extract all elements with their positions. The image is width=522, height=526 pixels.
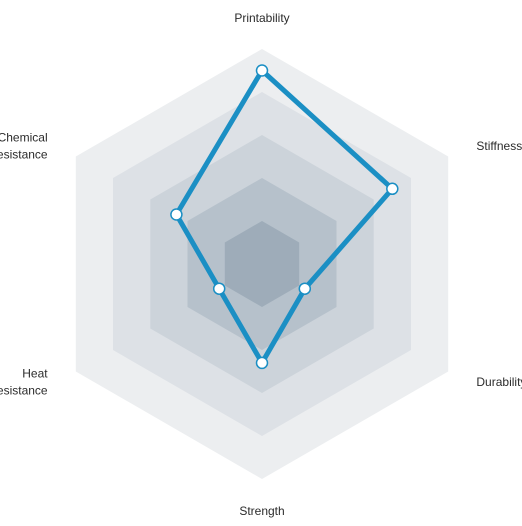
axis-label-chemical-resistance: Chemical resistance [0, 131, 48, 162]
axis-label-printability: Printability [234, 11, 289, 25]
data-point-durability [298, 282, 312, 295]
data-point-strength [255, 356, 269, 370]
axis-label-strength: Strength [239, 504, 284, 518]
axis-label-line: Resistance [0, 384, 48, 398]
axis-label-line: resistance [0, 148, 48, 162]
data-point-heat-resistance [212, 282, 226, 295]
level-bands [75, 49, 449, 479]
data-point-chemical-resistance [170, 208, 183, 221]
series-group [170, 64, 399, 370]
axis-label-line: Durability [476, 375, 522, 389]
data-point-stiffness [386, 182, 399, 196]
axis-label-line: Stiffness [476, 139, 522, 153]
axis-label-line: Chemical [0, 131, 48, 145]
level-band-1 [224, 221, 300, 307]
axis-label-line: Strength [239, 504, 284, 518]
axis-label-heat-resistance: Heat Resistance [0, 367, 48, 398]
axis-labels: Printability Stiffness Durability Strength H… [0, 11, 522, 518]
axis-label-line: Printability [234, 11, 289, 25]
axis-label-line: Heat [22, 367, 48, 381]
axis-label-stiffness: Stiffness [476, 139, 522, 153]
axis-label-durability: Durability [476, 375, 522, 389]
data-point-printability [255, 64, 269, 77]
